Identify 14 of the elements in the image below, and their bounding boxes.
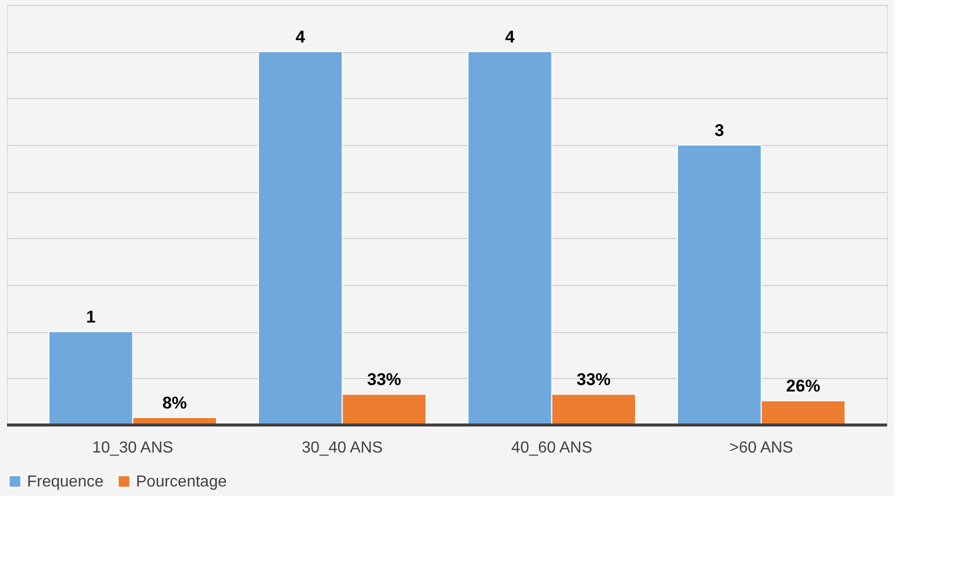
legend-label: Frequence xyxy=(27,473,104,490)
data-label: 8% xyxy=(162,394,187,413)
data-label: 3 xyxy=(714,121,724,140)
x-tick-label: 30_40 ANS xyxy=(302,440,383,456)
x-tick-label: >60 ANS xyxy=(729,440,794,456)
data-label: 26% xyxy=(786,376,820,396)
data-label: 1 xyxy=(86,308,96,327)
data-label: 4 xyxy=(296,28,306,47)
x-tick-label: 10_30 ANS xyxy=(92,440,174,456)
data-label: 33% xyxy=(576,370,611,390)
legend-label: Pourcentage xyxy=(136,473,227,490)
data-label: 4 xyxy=(505,28,516,47)
data-label: 33% xyxy=(367,370,402,390)
x-tick-label: 40_60 ANS xyxy=(511,440,592,456)
